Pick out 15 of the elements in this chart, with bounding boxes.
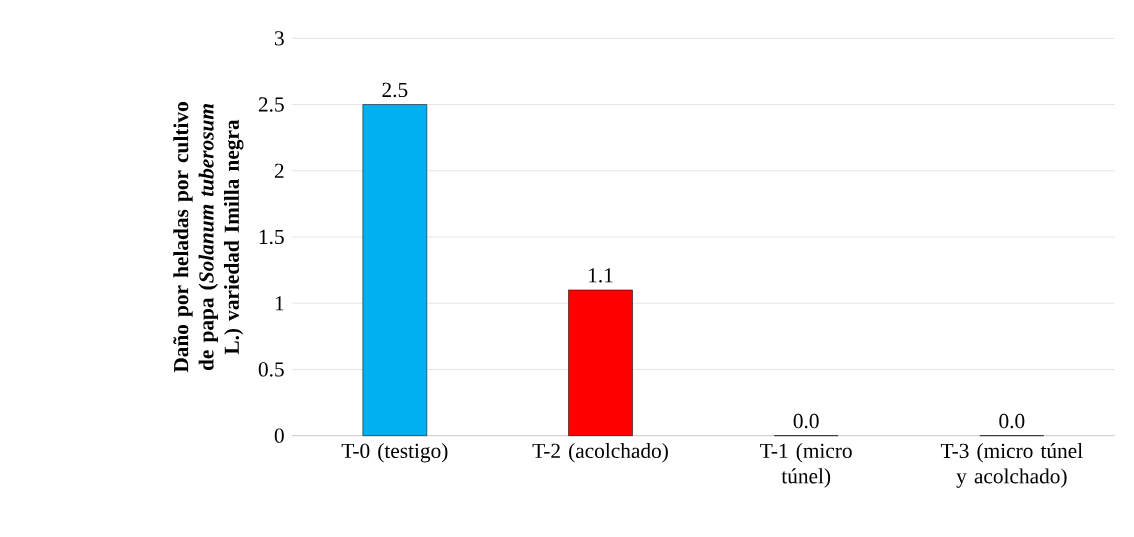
x-tick-label: T-2 (acolchado): [532, 443, 668, 463]
y-tick-label: 1: [275, 296, 284, 311]
y-tick-label: 1.5: [259, 229, 284, 245]
data-label: 2.5: [382, 82, 408, 98]
data-label: 0.0: [793, 413, 819, 429]
data-label: 0.0: [999, 413, 1025, 429]
y-tick-label: 0: [274, 428, 284, 443]
y-tick-label: 2.5: [258, 97, 284, 112]
x-tick-label: T-3 (micro túnel y acolchado): [940, 443, 1083, 488]
x-tick-label: T-1 (micro túnel): [760, 443, 852, 488]
data-label: 1.1: [589, 268, 613, 283]
y-tick-label: 3: [274, 31, 284, 46]
y-tick-label: 2: [274, 163, 284, 178]
y-tick-label: 0.5: [258, 362, 284, 377]
x-tick-label: T-0 (testigo): [341, 443, 448, 463]
